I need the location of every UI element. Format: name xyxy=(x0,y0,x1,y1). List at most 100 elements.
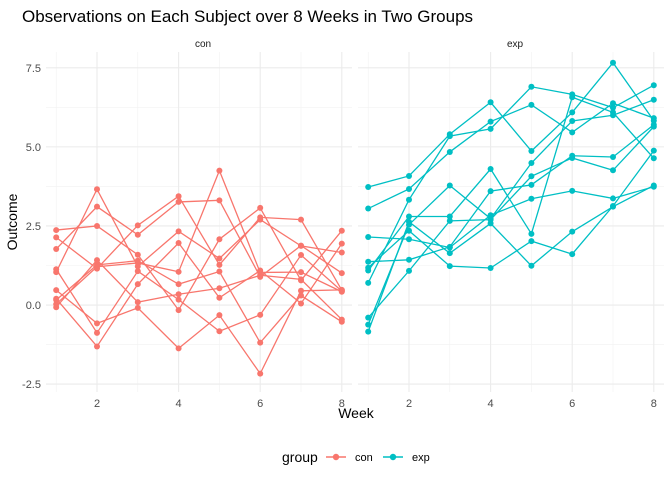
data-point-con-2-week-5 xyxy=(216,328,223,335)
series-line-exp-2 xyxy=(367,184,655,332)
data-point-exp-10-week-7 xyxy=(610,109,616,116)
y-tick-label: -2.5 xyxy=(22,379,41,391)
data-point-con-1-week-4 xyxy=(175,240,182,247)
data-point-exp-2-week-1 xyxy=(365,328,372,335)
data-point-con-5-week-4 xyxy=(175,345,182,352)
data-point-con-10-week-1 xyxy=(53,296,60,303)
x-tick-label-exp: 2 xyxy=(406,398,412,410)
data-point-exp-6-week-2 xyxy=(406,172,412,179)
axis-ticks: 2 4 6 8 2 4 6 8 -2.5 0.0 2.5 5.0 7.5 xyxy=(22,63,657,410)
data-point-exp-6-week-7 xyxy=(610,59,616,66)
series-line-con-9 xyxy=(55,195,343,291)
data-point-con-9-week-5 xyxy=(216,261,223,268)
data-point-exp-9-week-6 xyxy=(569,154,576,161)
data-point-exp-3-week-7 xyxy=(610,195,616,202)
data-point-con-1-week-8 xyxy=(338,240,345,247)
data-point-con-8-week-3 xyxy=(134,299,141,306)
y-tick-label: 7.5 xyxy=(26,63,41,75)
data-point-con-10-week-2 xyxy=(94,261,100,268)
x-tick-label-exp: 6 xyxy=(569,398,575,410)
data-point-exp-7-week-7 xyxy=(610,203,616,210)
data-point-con-7-week-4 xyxy=(175,268,182,275)
data-point-con-6-week-3 xyxy=(134,251,141,258)
series-line-exp-9 xyxy=(367,126,655,319)
series-line-exp-3 xyxy=(368,186,654,249)
data-point-con-5-week-6 xyxy=(257,370,264,377)
data-point-con-3-week-5 xyxy=(216,197,223,204)
data-point-exp-7-week-2 xyxy=(406,227,412,234)
data-point-exp-6-week-1 xyxy=(365,184,372,191)
data-point-exp-9-week-2 xyxy=(406,267,412,274)
data-point-con-7-week-5 xyxy=(216,167,223,174)
series-line-exp-7 xyxy=(367,150,655,269)
data-point-exp-5-week-8 xyxy=(650,82,657,89)
data-point-exp-4-week-5 xyxy=(528,160,535,167)
data-point-exp-1-week-3 xyxy=(446,148,453,155)
data-point-con-4-week-8 xyxy=(338,249,345,256)
data-point-exp-1-week-2 xyxy=(406,185,412,192)
x-axis-title: Week xyxy=(338,405,375,421)
data-point-exp-10-week-6 xyxy=(569,94,576,101)
data-point-exp-7-week-6 xyxy=(569,251,576,258)
data-point-exp-10-week-1 xyxy=(365,267,372,274)
data-point-exp-6-week-5 xyxy=(528,147,535,154)
data-point-con-3-week-2 xyxy=(94,203,100,210)
series-line-con-1 xyxy=(55,242,343,348)
data-point-con-3-week-8 xyxy=(338,270,345,277)
data-point-exp-3-week-5 xyxy=(528,195,535,202)
data-point-con-2-week-6 xyxy=(257,311,264,318)
series-line-con-5 xyxy=(55,289,342,375)
data-point-exp-4-week-3 xyxy=(446,182,453,189)
data-point-con-5-week-5 xyxy=(216,312,223,319)
data-point-con-5-week-1 xyxy=(53,287,60,294)
data-point-exp-7-week-8 xyxy=(650,147,657,154)
data-point-con-10-week-6 xyxy=(257,339,264,346)
data-point-con-10-week-3 xyxy=(134,257,141,264)
data-point-con-1-week-3 xyxy=(134,281,141,288)
data-point-con-10-week-8 xyxy=(338,318,345,325)
data-point-exp-3-week-6 xyxy=(569,187,576,194)
data-point-con-1-week-7 xyxy=(298,300,304,307)
data-point-con-10-week-7 xyxy=(298,292,304,299)
data-point-con-2-week-2 xyxy=(94,329,100,336)
data-point-exp-9-week-8 xyxy=(650,123,657,130)
data-point-exp-5-week-4 xyxy=(487,125,494,132)
data-point-exp-10-week-2 xyxy=(406,213,412,220)
data-point-con-6-week-4 xyxy=(175,307,182,314)
data-point-con-1-week-2 xyxy=(94,343,100,350)
data-point-con-3-week-1 xyxy=(53,246,60,253)
data-point-con-9-week-8 xyxy=(338,287,345,294)
x-tick-label-con: 6 xyxy=(257,398,263,410)
series-line-con-7 xyxy=(55,168,343,305)
x-tick-label-con: 2 xyxy=(94,398,100,410)
data-point-exp-8-week-4 xyxy=(487,188,494,195)
data-point-exp-2-week-6 xyxy=(569,228,576,235)
data-point-con-8-week-2 xyxy=(94,257,100,264)
legend-key-con-point xyxy=(332,453,340,461)
data-point-exp-4-week-6 xyxy=(569,117,576,124)
data-point-exp-9-week-3 xyxy=(446,217,453,224)
data-point-con-8-week-4 xyxy=(175,291,182,298)
data-point-exp-10-week-3 xyxy=(446,213,453,220)
series-line-exp-1 xyxy=(367,102,655,210)
data-point-con-4-week-1 xyxy=(53,269,60,276)
data-point-con-9-week-6 xyxy=(257,214,264,221)
data-point-con-6-week-1 xyxy=(53,227,60,234)
series-line-exp-8 xyxy=(368,124,655,263)
data-point-exp-3-week-1 xyxy=(365,234,372,241)
series-line-exp-10 xyxy=(367,96,655,271)
legend-key-exp-point xyxy=(389,453,397,461)
data-point-exp-10-week-8 xyxy=(650,155,657,162)
data-point-con-7-week-7 xyxy=(298,269,304,276)
series-line-con-10 xyxy=(55,260,343,344)
chart-title: Observations on Each Subject over 8 Week… xyxy=(22,7,473,26)
data-point-con-2-week-3 xyxy=(134,268,141,275)
data-point-exp-5-week-7 xyxy=(610,104,616,111)
data-point-con-9-week-7 xyxy=(298,216,304,223)
data-point-con-8-week-7 xyxy=(298,276,304,283)
data-point-con-8-week-5 xyxy=(216,285,223,292)
data-point-exp-8-week-1 xyxy=(365,258,372,265)
data-point-exp-5-week-2 xyxy=(406,196,412,203)
data-point-exp-9-week-7 xyxy=(610,167,616,174)
legend-label-exp: exp xyxy=(412,452,430,464)
